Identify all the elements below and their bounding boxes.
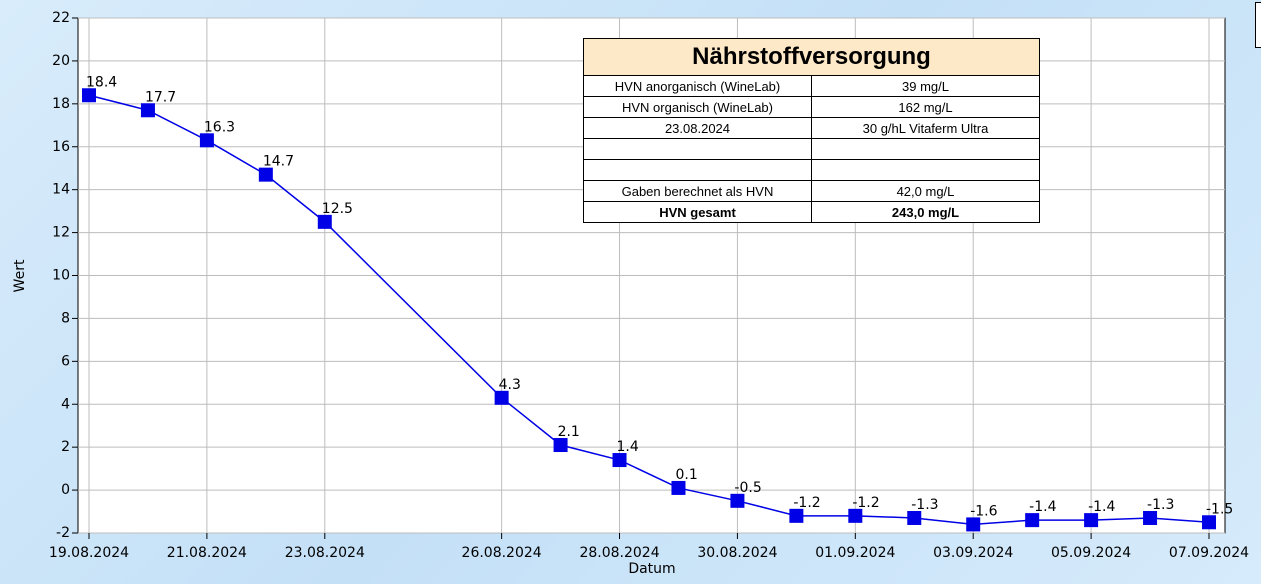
data-point: [907, 510, 922, 525]
table-cell: [583, 159, 812, 181]
table-row: HVN organisch (WineLab) 162 mg/L: [583, 96, 1040, 118]
table-cell: HVN anorganisch (WineLab): [583, 75, 812, 97]
x-tick-label: 19.08.2024: [49, 545, 129, 561]
table-row: [583, 159, 1040, 181]
data-label: 0.1: [675, 467, 697, 483]
data-point: [1143, 510, 1158, 525]
data-label: -1.3: [1147, 497, 1174, 513]
y-tick-label: 18: [52, 96, 70, 112]
data-point: [612, 453, 627, 468]
table-row: 23.08.2024 30 g/hL Vitaferm Ultra: [583, 117, 1040, 139]
data-label: 4.3: [499, 377, 521, 393]
table-title: Nährstoffversorgung: [583, 38, 1040, 76]
table-cell: 23.08.2024: [583, 117, 812, 139]
x-tick-label: 05.09.2024: [1051, 545, 1131, 561]
data-label: -1.2: [852, 495, 879, 511]
data-label: -1.4: [1029, 499, 1056, 515]
data-label: 17.7: [145, 89, 176, 105]
y-tick-label: -2: [56, 525, 70, 541]
data-point: [258, 167, 273, 182]
table-row: HVN anorganisch (WineLab) 39 mg/L: [583, 75, 1040, 97]
table-cell: [583, 138, 812, 160]
table-row: HVN gesamt 243,0 mg/L: [583, 201, 1040, 223]
data-label: -1.5: [1206, 501, 1233, 517]
y-tick-label: 16: [52, 139, 70, 155]
data-point: [82, 88, 96, 103]
data-label: 16.3: [204, 119, 235, 135]
data-label: 1.4: [617, 439, 639, 455]
table-row: Gaben berechnet als HVN 42,0 mg/L: [583, 180, 1040, 202]
data-point: [1202, 515, 1216, 530]
data-label: 2.1: [558, 424, 580, 440]
data-point: [317, 214, 332, 229]
nutrient-table: Nährstoffversorgung HVN anorganisch (Wine…: [583, 38, 1040, 223]
table-row: [583, 138, 1040, 160]
x-tick-label: 03.09.2024: [933, 545, 1013, 561]
y-tick-label: 0: [61, 482, 70, 498]
y-tick-label: 22: [52, 10, 70, 26]
x-tick-label: 01.09.2024: [815, 545, 895, 561]
x-tick-label: 30.08.2024: [697, 545, 777, 561]
data-point: [848, 508, 863, 523]
data-label: -1.4: [1088, 499, 1115, 515]
x-axis-label: Datum: [628, 561, 675, 577]
data-label: 12.5: [322, 201, 353, 217]
table-cell: HVN organisch (WineLab): [583, 96, 812, 118]
table-cell: 42,0 mg/L: [811, 180, 1040, 202]
data-point: [1084, 513, 1099, 528]
table-cell: [811, 159, 1040, 181]
y-tick-label: 2: [61, 439, 70, 455]
table-cell: 243,0 mg/L: [811, 201, 1040, 223]
table-cell: 30 g/hL Vitaferm Ultra: [811, 117, 1040, 139]
x-tick-label: 26.08.2024: [462, 545, 542, 561]
table-header-row: Nährstoffversorgung: [583, 38, 1040, 76]
x-tick-label: 07.09.2024: [1169, 545, 1249, 561]
table-cell: HVN gesamt: [583, 201, 812, 223]
data-label: 18.4: [86, 74, 117, 90]
data-point: [1025, 513, 1040, 528]
y-axis-label: Wert: [12, 259, 28, 292]
data-point: [494, 390, 509, 405]
data-point: [730, 493, 745, 508]
x-tick-label: 28.08.2024: [579, 545, 659, 561]
table-cell: 39 mg/L: [811, 75, 1040, 97]
y-tick-label: 20: [52, 53, 70, 69]
data-point: [671, 480, 686, 495]
y-tick-label: 10: [52, 268, 70, 284]
data-label: -1.3: [911, 497, 938, 513]
data-point: [140, 103, 155, 118]
y-tick-label: 14: [52, 182, 70, 198]
x-tick-label: 23.08.2024: [285, 545, 365, 561]
table-cell: 162 mg/L: [811, 96, 1040, 118]
data-point: [966, 517, 981, 532]
data-point: [553, 438, 568, 453]
data-label: 14.7: [263, 154, 294, 170]
data-point: [199, 133, 214, 148]
data-line: [88, 94, 1210, 526]
data-label: -1.6: [970, 503, 997, 519]
y-tick-label: 4: [61, 396, 70, 412]
data-label: -0.5: [734, 480, 761, 496]
y-tick-label: 6: [61, 353, 70, 369]
side-box: [1255, 2, 1261, 48]
x-tick-label: 21.08.2024: [167, 545, 247, 561]
data-point: [789, 508, 804, 523]
y-tick-label: 12: [52, 225, 70, 241]
table-cell: [811, 138, 1040, 160]
table-cell: Gaben berechnet als HVN: [583, 180, 812, 202]
y-tick-label: 8: [61, 310, 70, 326]
data-label: -1.2: [793, 495, 820, 511]
